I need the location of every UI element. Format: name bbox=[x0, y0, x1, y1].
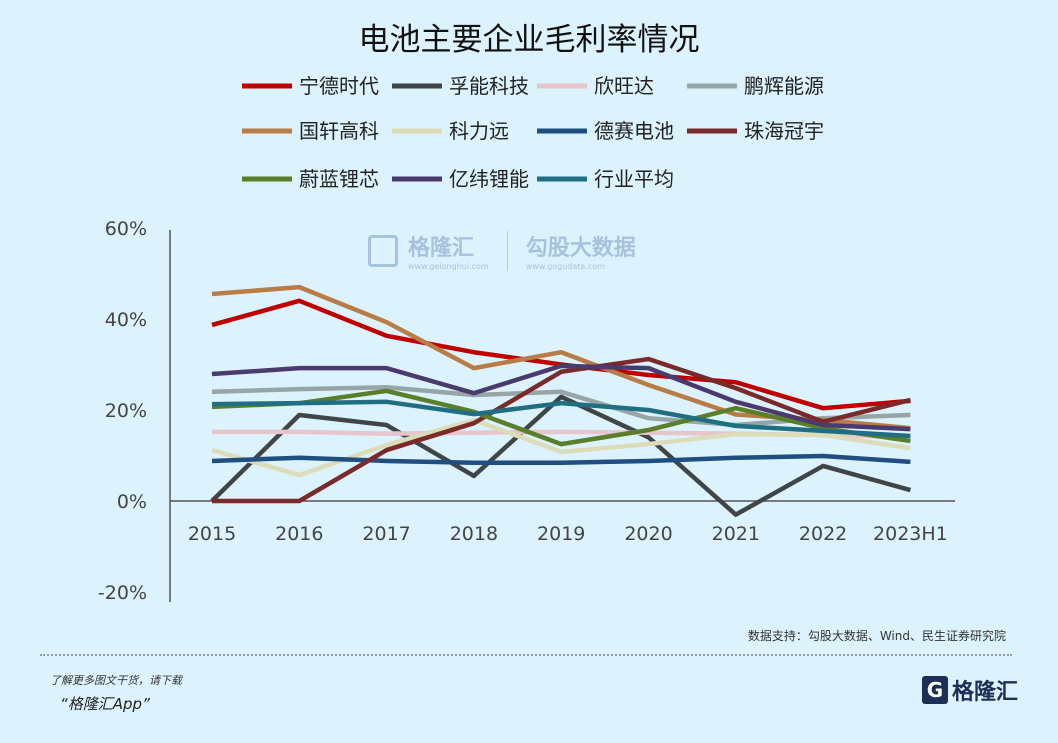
x-tick-label: 2023H1 bbox=[873, 523, 948, 545]
y-tick-label: 20% bbox=[105, 400, 147, 422]
watermark-url1: www.gelonghui.com bbox=[408, 262, 489, 271]
watermark-divider bbox=[506, 230, 508, 271]
legend-label: 行业平均 bbox=[594, 167, 674, 191]
x-tick-label: 2016 bbox=[275, 523, 323, 545]
y-tick-label: 0% bbox=[117, 491, 147, 513]
watermark-brand1: 格隆汇 bbox=[408, 236, 475, 261]
promo-text: 了解更多图文干货，请下载 bbox=[50, 674, 182, 687]
logo-text: 格隆汇 bbox=[952, 680, 1019, 705]
divider bbox=[40, 654, 1012, 656]
legend-label: 宁德时代 bbox=[299, 74, 379, 98]
watermark: 格隆汇 www.gelonghui.com 勾股大数据 www.gogudata.c… bbox=[368, 230, 636, 271]
x-tick-label: 2015 bbox=[188, 523, 236, 545]
series-line-德赛电池 bbox=[211, 453, 911, 466]
watermark-url2: www.gogudata.com bbox=[525, 262, 605, 271]
x-tick-label: 2018 bbox=[450, 523, 498, 545]
legend-label: 珠海冠宇 bbox=[744, 119, 824, 143]
x-tick-label: 2019 bbox=[537, 523, 585, 545]
x-tick-label: 2022 bbox=[799, 523, 847, 545]
logo-g-icon: G bbox=[922, 676, 948, 704]
promo-app-name: “格隆汇App” bbox=[60, 695, 150, 713]
legend-label: 亿纬锂能 bbox=[449, 167, 529, 191]
legend-label: 科力远 bbox=[449, 119, 509, 143]
x-tick-label: 2017 bbox=[362, 523, 410, 545]
y-tick-label: 40% bbox=[105, 309, 147, 331]
x-tick-label: 2020 bbox=[624, 523, 672, 545]
watermark-brand2: 勾股大数据 bbox=[525, 236, 636, 261]
gelonghui-logo: G 格隆汇 bbox=[922, 674, 1018, 706]
legend-label: 德赛电池 bbox=[594, 119, 674, 143]
gelonghui-logo-icon bbox=[368, 234, 398, 267]
legend-label: 欣旺达 bbox=[594, 74, 654, 98]
legend-label: 国轩高科 bbox=[299, 119, 379, 143]
y-tick-label: -20% bbox=[98, 582, 147, 604]
legend-label: 孚能科技 bbox=[449, 74, 529, 98]
y-tick-label: 60% bbox=[105, 218, 147, 240]
legend-label: 蔚蓝锂芯 bbox=[299, 167, 379, 191]
data-source: 数据支持：勾股大数据、Wind、民生证券研究院 bbox=[747, 629, 1006, 643]
line-chart: 60% 40% 20% 0% -20% 2015 2016 2017 2018 2019 2020 2… bbox=[98, 74, 955, 604]
chart-title: 电池主要企业毛利率情况 bbox=[358, 22, 700, 58]
legend-label: 鹏辉能源 bbox=[744, 74, 824, 98]
x-tick-label: 2021 bbox=[712, 523, 760, 545]
